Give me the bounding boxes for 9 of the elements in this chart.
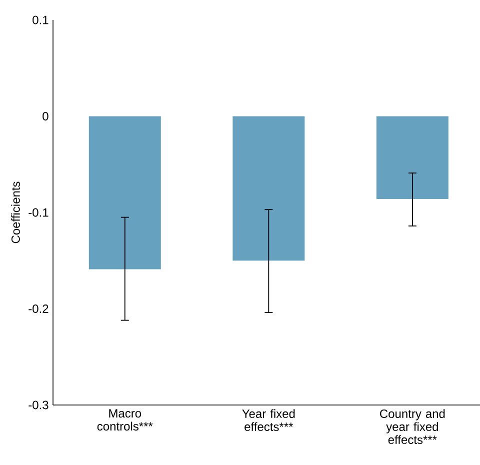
y-tick-label: 0: [42, 112, 48, 120]
y-axis-title: Coefficients: [11, 182, 20, 244]
y-tick-label: 0.1: [32, 16, 48, 24]
y-tick-label: -0.2: [28, 304, 48, 313]
y-tick-label: -0.3: [28, 400, 48, 410]
x-tick-label: Year fixed effects***: [242, 409, 295, 432]
y-tick-label: -0.1: [28, 208, 48, 217]
x-tick-label: Country and year fixed effects***: [380, 409, 445, 444]
x-tick-label: Macro controls***: [97, 409, 153, 431]
